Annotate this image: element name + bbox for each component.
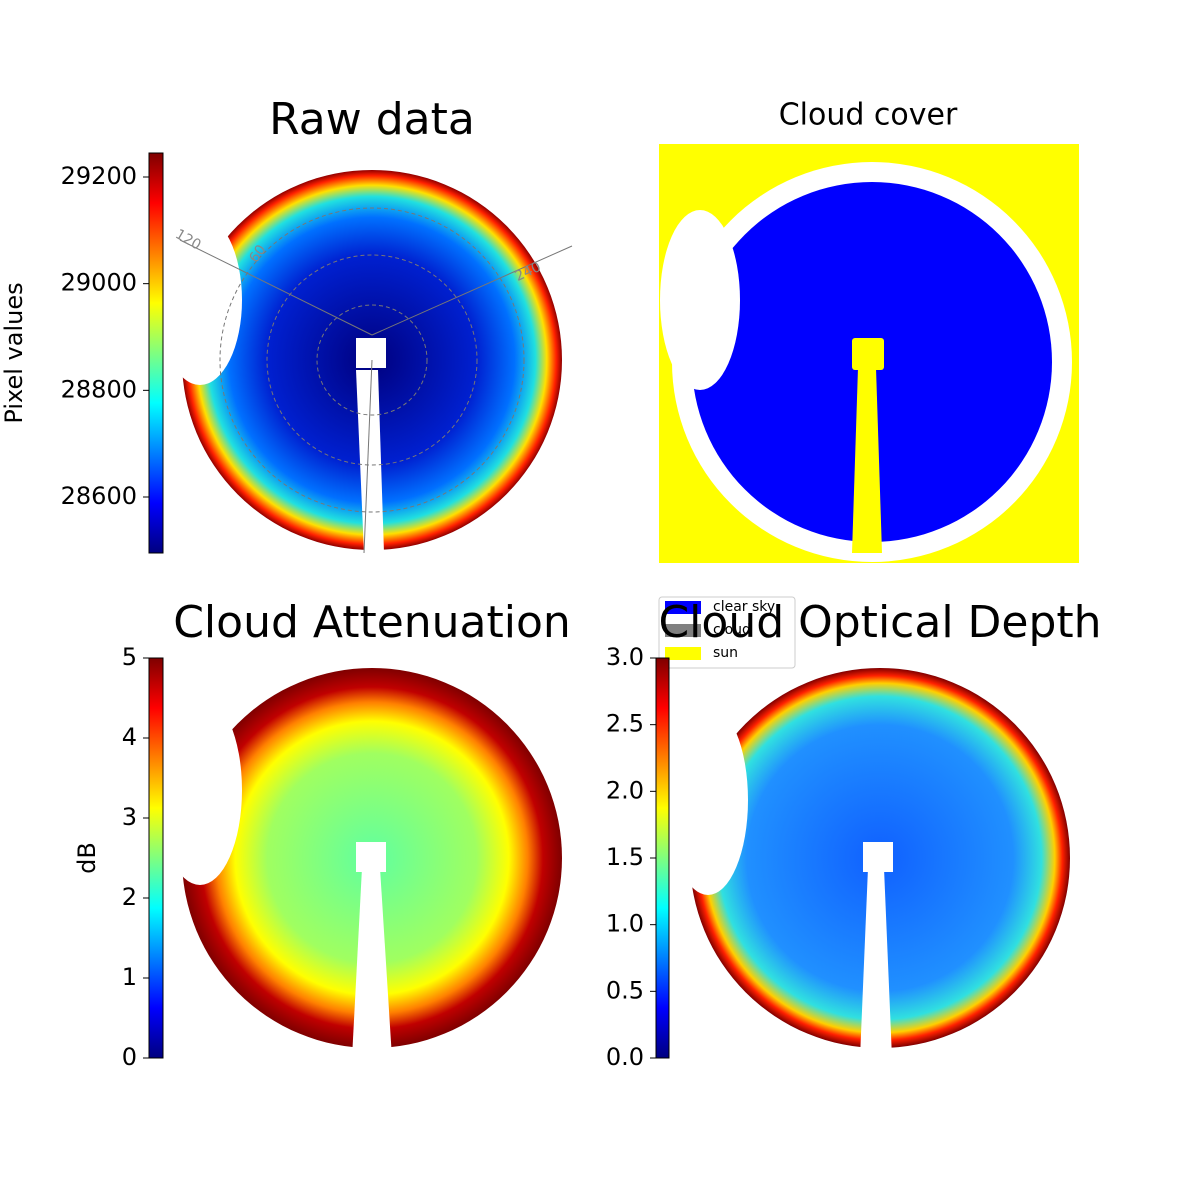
panel-title: Raw data [269, 94, 475, 145]
colorbar-tick-label: 28800 [61, 375, 137, 403]
colorbar-tick-label: 29200 [61, 162, 137, 190]
colorbar-tick-label: 2 [122, 883, 137, 911]
colorbar-tick-label: 2.5 [606, 710, 644, 738]
legend-label: sun [713, 645, 738, 661]
panel-title: Cloud Optical Depth [658, 597, 1101, 648]
cod-image [668, 668, 1070, 1058]
colorbar [148, 152, 164, 554]
colorbar-tick-label: 1.0 [606, 910, 644, 938]
panel-title: Cloud Attenuation [173, 597, 571, 648]
colorbar-tick-label: 2.0 [606, 776, 644, 804]
colorbar [148, 657, 164, 1059]
legend-swatch [665, 624, 701, 637]
legend-label: clear sky [713, 599, 775, 615]
colorbar-tick-label: 0.0 [606, 1043, 644, 1071]
attenuation-image [158, 668, 562, 1058]
colorbar-tick-label: 0.5 [606, 976, 644, 1004]
cloud-cover-image [659, 144, 1079, 563]
colorbar-tick-label: 4 [122, 723, 137, 751]
colorbar-label: dB [73, 842, 101, 874]
colorbar-tick-label: 29000 [61, 269, 137, 297]
colorbar-tick-label: 5 [122, 643, 137, 671]
colorbar-tick-label: 3.0 [606, 643, 644, 671]
colorbar-tick-label: 28600 [61, 482, 137, 510]
colorbar-label: Pixel values [0, 282, 28, 423]
colorbar-tick-label: 1.5 [606, 843, 644, 871]
legend-swatch [665, 601, 701, 614]
colorbar [655, 657, 670, 1059]
colorbar-tick-label: 0 [122, 1043, 137, 1071]
raw-image [158, 170, 573, 554]
legend-swatch [665, 647, 701, 660]
colorbar-tick-label: 1 [122, 963, 137, 991]
colorbar-tick-label: 3 [122, 803, 137, 831]
legend-label: cloud [713, 622, 751, 638]
panel-title: Cloud cover [779, 98, 958, 133]
